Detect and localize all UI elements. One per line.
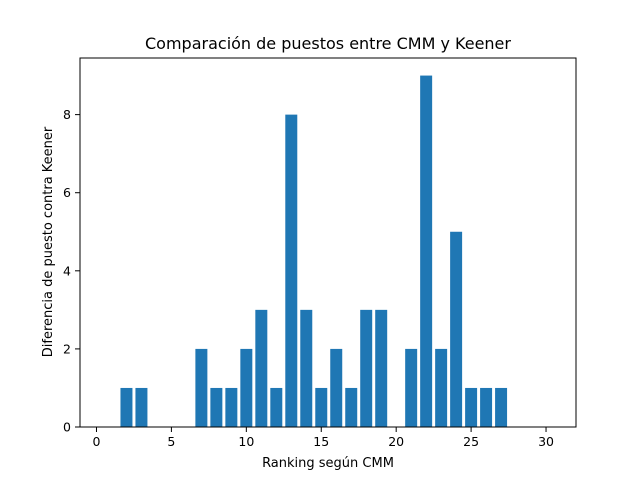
bar-24 [450, 231, 463, 427]
bar-14 [300, 309, 313, 427]
y-tick-label: 0 [63, 420, 71, 435]
bar-7 [195, 348, 208, 427]
bar-11 [255, 309, 268, 427]
y-tick-label: 2 [63, 341, 71, 356]
bar-26 [480, 387, 493, 427]
bar-27 [495, 387, 508, 427]
y-tick-label: 4 [63, 263, 71, 278]
bar-18 [360, 309, 373, 427]
y-tick-label: 8 [63, 107, 71, 122]
x-tick-label: 15 [313, 434, 329, 449]
bar-16 [330, 348, 343, 427]
chart-title: Comparación de puestos entre CMM y Keene… [145, 34, 511, 53]
bar-12 [270, 387, 283, 427]
y-axis-label: Diferencia de puesto contra Keener [41, 126, 56, 357]
bar-15 [315, 387, 328, 427]
x-tick-label: 25 [463, 434, 479, 449]
bar-21 [405, 348, 418, 427]
bar-3 [135, 387, 148, 427]
bar-2 [120, 387, 133, 427]
bar-23 [435, 348, 448, 427]
bar-19 [375, 309, 388, 427]
x-tick-label: 5 [167, 434, 175, 449]
bar-17 [345, 387, 358, 427]
bar-9 [225, 387, 238, 427]
x-axis-label: Ranking según CMM [262, 456, 394, 471]
bar-10 [240, 348, 253, 427]
x-tick-label: 30 [538, 434, 554, 449]
y-ticks: 0 2 4 6 8 [63, 107, 80, 435]
x-tick-label: 20 [388, 434, 404, 449]
bars-group [120, 75, 508, 428]
x-ticks: 0 5 10 15 20 25 30 [93, 427, 554, 449]
x-tick-label: 0 [93, 434, 101, 449]
bar-25 [465, 387, 478, 427]
bar-8 [210, 387, 223, 427]
bar-13 [285, 114, 298, 427]
x-tick-label: 10 [238, 434, 254, 449]
bar-22 [420, 75, 433, 428]
plot-frame [79, 57, 577, 428]
y-tick-label: 6 [63, 185, 71, 200]
